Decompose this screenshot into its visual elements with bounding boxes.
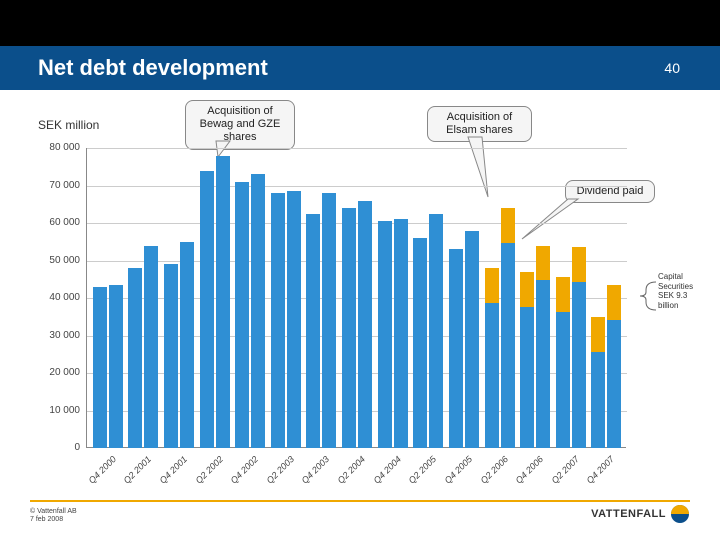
- bar-post: [287, 191, 301, 448]
- logo-text: VATTENFALL: [591, 508, 666, 520]
- y-tick: 10 000: [36, 405, 80, 416]
- footer-copyright: © Vattenfall AB: [30, 508, 77, 516]
- y-tick: 30 000: [36, 330, 80, 341]
- y-tick: 50 000: [36, 255, 80, 266]
- bar-post: [358, 201, 372, 449]
- bar-post: [572, 247, 586, 448]
- slide-number: 40: [664, 60, 680, 76]
- y-tick: 40 000: [36, 292, 80, 303]
- y-tick: 20 000: [36, 367, 80, 378]
- sidenote-capital-securities: CapitalSecuritiesSEK 9.3billion: [658, 272, 714, 310]
- bar-series: [87, 148, 627, 448]
- bar-post: [465, 231, 479, 449]
- bar-pre: [378, 221, 392, 448]
- chart-plot-area: [86, 148, 626, 448]
- bar-pre: [520, 272, 534, 448]
- bar-post: [394, 219, 408, 448]
- bar-post: [607, 285, 621, 448]
- footer-logo: VATTENFALL: [591, 504, 690, 524]
- callout-bewag: Acquisition ofBewag and GZEshares: [185, 100, 295, 150]
- y-tick: 70 000: [36, 180, 80, 191]
- top-black-bar: [0, 0, 720, 46]
- callout-elsam: Acquisition ofElsam shares: [427, 106, 532, 142]
- footer-text: © Vattenfall AB 7 feb 2008: [30, 508, 77, 525]
- bar-post: [180, 242, 194, 448]
- y-tick: 60 000: [36, 217, 80, 228]
- bar-pre: [235, 182, 249, 448]
- bar-post: [109, 285, 123, 448]
- bar-pre: [128, 268, 142, 448]
- bar-pre: [591, 317, 605, 448]
- footer-date: 7 feb 2008: [30, 516, 77, 524]
- bar-pre: [342, 208, 356, 448]
- title-bar: Net debt development 40: [0, 46, 720, 90]
- bar-pre: [449, 249, 463, 448]
- bar-pre: [93, 287, 107, 448]
- bar-post: [501, 208, 515, 448]
- slide-title: Net debt development: [38, 55, 268, 81]
- y-tick: 80 000: [36, 142, 80, 153]
- y-axis-label: SEK million: [38, 118, 99, 132]
- bar-pre: [200, 171, 214, 449]
- brace-icon: [626, 278, 658, 314]
- bar-post: [536, 246, 550, 449]
- bar-pre: [306, 214, 320, 448]
- bar-post: [144, 246, 158, 449]
- callout-bewag-text: Acquisition ofBewag and GZEshares: [200, 105, 281, 143]
- bar-pre: [556, 277, 570, 448]
- bar-pre: [271, 193, 285, 448]
- callout-elsam-text: Acquisition ofElsam shares: [446, 111, 513, 136]
- y-tick: 0: [36, 442, 80, 453]
- footer-divider: [30, 500, 690, 502]
- bar-pre: [413, 238, 427, 448]
- bar-post: [322, 193, 336, 448]
- bar-pre: [485, 268, 499, 448]
- bar-post: [216, 156, 230, 449]
- logo-icon: [670, 504, 690, 524]
- bar-post: [251, 174, 265, 448]
- bar-post: [429, 214, 443, 448]
- bar-pre: [164, 264, 178, 448]
